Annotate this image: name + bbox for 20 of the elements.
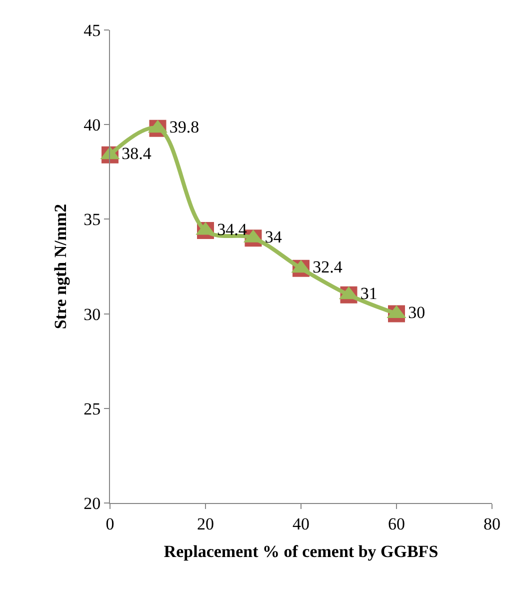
- y-tick-label: 20: [84, 494, 101, 513]
- x-tick-label: 20: [197, 514, 214, 534]
- y-tick-label: 30: [84, 304, 101, 324]
- y-tick-label: 25: [84, 399, 101, 418]
- data-label: 31: [360, 284, 378, 304]
- x-tick-label: 80: [484, 514, 500, 534]
- data-label: 39.8: [169, 118, 200, 137]
- data-label: 32.4: [312, 258, 343, 277]
- x-axis-title: Replacement % of cement by GGBFS: [164, 542, 438, 561]
- x-tick-label: 0: [106, 514, 114, 534]
- y-axis-title: Stre ngth N/mm2: [51, 204, 70, 330]
- y-tick-label: 45: [84, 20, 101, 40]
- data-label: 34.4: [217, 220, 248, 239]
- data-label: 34: [264, 227, 282, 246]
- x-tick-label: 60: [388, 514, 405, 534]
- y-tick-label: 40: [84, 116, 101, 135]
- data-label: 38.4: [122, 144, 152, 164]
- y-tick-label: 35: [84, 210, 101, 230]
- data-label: 30: [408, 303, 426, 322]
- x-tick-label: 40: [292, 514, 310, 534]
